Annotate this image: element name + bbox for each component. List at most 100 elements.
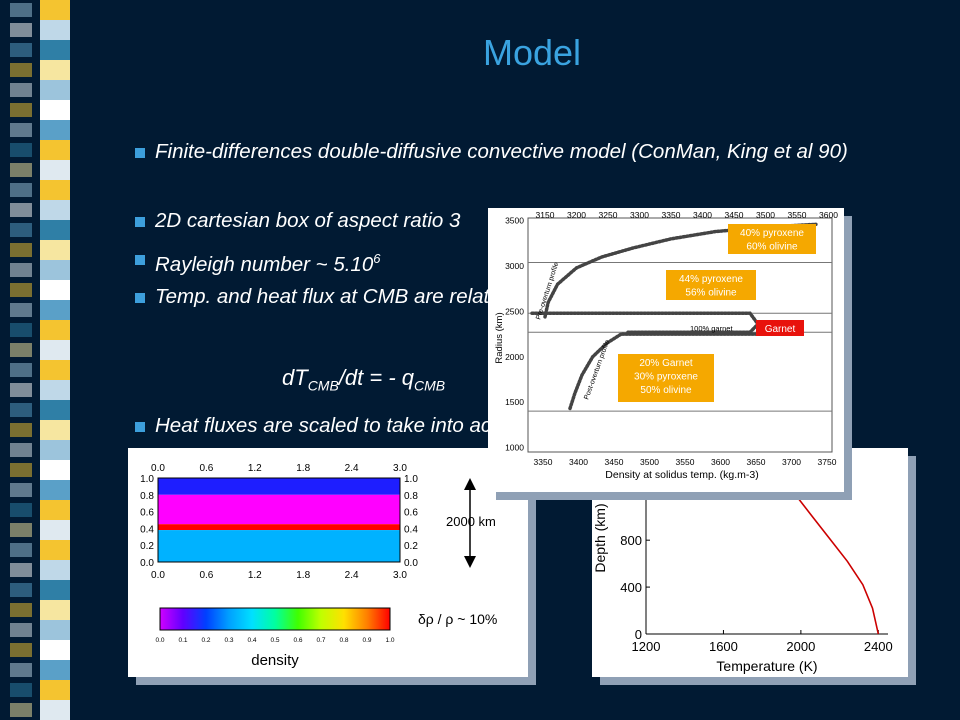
- x-tick-label-bottom: 3700: [782, 457, 801, 467]
- x-tick-label-top: 3500: [756, 210, 775, 220]
- strip-block: [40, 80, 70, 100]
- strip-block: [40, 60, 70, 80]
- x-tick-label-top: 3450: [725, 210, 744, 220]
- solidus-density-panel: 3150 3200 3250 3300 3350 3400 3450 3500 3550 3600…: [488, 208, 844, 492]
- colorbar-tick: 1.0: [385, 637, 394, 644]
- strip-block: [40, 320, 70, 340]
- x-tick-label-bottom: 3500: [640, 457, 659, 467]
- annotation-box: [728, 224, 816, 254]
- strip-block: [10, 43, 32, 57]
- annotation-text: 44% pyroxene: [679, 274, 743, 285]
- density-figure: 0.00.00.60.61.21.21.81.82.42.43.03.01.0 1…: [140, 463, 497, 669]
- tick-label-right: 0.6: [404, 508, 418, 519]
- cmb-equation: dTCMB/dt = - qCMB: [282, 365, 446, 394]
- decorative-strip: [10, 0, 70, 720]
- x-axis-label: Density at solidus temp. (kg.m-3): [605, 469, 758, 481]
- y-tick-label: 2000: [505, 352, 524, 362]
- bullet-3: Rayleigh number ~ 5.106: [135, 247, 895, 277]
- bullet-2: 2D cartesian box of aspect ratio 3: [135, 209, 895, 233]
- colorbar: [159, 607, 391, 631]
- strip-block: [10, 263, 32, 277]
- strip-block: [10, 243, 32, 257]
- strip-block: [10, 543, 32, 557]
- tick-label-right: 0.0: [404, 558, 418, 569]
- tick-label-left: 0.6: [140, 508, 154, 519]
- plot-frame: [157, 477, 401, 563]
- x-tick-label: 1200: [632, 639, 661, 654]
- strip-block: [10, 703, 32, 717]
- strip-block: [40, 460, 70, 480]
- y-tick-label: 3500: [505, 216, 524, 226]
- strip-block: [40, 340, 70, 360]
- x-tick-label-bottom: 3350: [534, 457, 553, 467]
- strip-block: [40, 40, 70, 60]
- colorbar-tick: 0.9: [362, 637, 371, 644]
- strip-block: [10, 523, 32, 537]
- y-tick-label: 2500: [505, 306, 524, 316]
- strip-block: [40, 120, 70, 140]
- annotation-text: 60% olivine: [746, 242, 798, 253]
- strip-block: [10, 363, 32, 377]
- strip-block: [10, 443, 32, 457]
- strip-block: [10, 663, 32, 677]
- annotation-box: [756, 320, 804, 336]
- colorbar-tick: 0.0: [155, 637, 164, 644]
- post-overturn-label: Post-overturn profile: [583, 339, 611, 401]
- tick-label-top: 0.0: [151, 463, 165, 474]
- strip-block: [40, 300, 70, 320]
- tick-label-right: 0.2: [404, 541, 418, 552]
- strip-block: [40, 480, 70, 500]
- tick-label-top: 1.2: [248, 463, 262, 474]
- strip-block: [40, 620, 70, 640]
- strip-block: [10, 643, 32, 657]
- tick-label-top: 2.4: [345, 463, 359, 474]
- colorbar-label: density: [251, 652, 299, 669]
- strip-block: [40, 280, 70, 300]
- tick-label-right: 0.8: [404, 491, 418, 502]
- strip-block: [10, 203, 32, 217]
- strip-block: [40, 600, 70, 620]
- strip-block: [10, 83, 32, 97]
- y-tick-label: 0: [635, 627, 642, 642]
- tick-label-right: 0.4: [404, 524, 418, 535]
- rayleigh-exponent: 6: [373, 251, 381, 266]
- strip-block: [10, 563, 32, 577]
- strip-block: [40, 500, 70, 520]
- strip-block: [10, 323, 32, 337]
- tick-label-bottom: 3.0: [393, 570, 407, 581]
- annotation-box: [666, 270, 756, 300]
- tick-label-left: 1.0: [140, 474, 154, 485]
- layer-bottom: [158, 530, 400, 562]
- colorbar-tick: 0.8: [339, 637, 348, 644]
- x-tick-label-bottom: 3750: [818, 457, 837, 467]
- tick-label-top: 1.8: [296, 463, 310, 474]
- annotation-text: 56% olivine: [685, 288, 737, 299]
- strip-block: [10, 423, 32, 437]
- colorbar-tick: 0.4: [247, 637, 256, 644]
- tick-label-bottom: 0.6: [199, 570, 213, 581]
- y-axis-label: Radius (km): [494, 312, 505, 363]
- y-tick-label: 1000: [505, 442, 524, 452]
- bullet-marker: [135, 148, 145, 158]
- strip-block: [40, 180, 70, 200]
- tick-label-left: 0.4: [140, 524, 154, 535]
- x-tick-label: 2400: [864, 639, 893, 654]
- x-axis-label: Temperature (K): [716, 658, 817, 674]
- x-tick-label-top: 3200: [567, 210, 586, 220]
- strip-block: [10, 303, 32, 317]
- layer-middle: [158, 494, 400, 525]
- strip-block: [10, 223, 32, 237]
- strip-block: [10, 63, 32, 77]
- bullet-marker: [135, 217, 145, 227]
- strip-block: [10, 283, 32, 297]
- x-tick-label-bottom: 3550: [676, 457, 695, 467]
- strip-block: [40, 700, 70, 720]
- colorbar-tick: 0.6: [293, 637, 302, 644]
- strip-block: [10, 583, 32, 597]
- x-tick-label-top: 3600: [819, 210, 838, 220]
- x-tick-label-top: 3350: [662, 210, 681, 220]
- annotation-text: 50% olivine: [640, 385, 692, 396]
- scale-label: 2000 km: [446, 514, 496, 529]
- x-tick-label: 1600: [709, 639, 738, 654]
- x-tick-label-top: 3550: [788, 210, 807, 220]
